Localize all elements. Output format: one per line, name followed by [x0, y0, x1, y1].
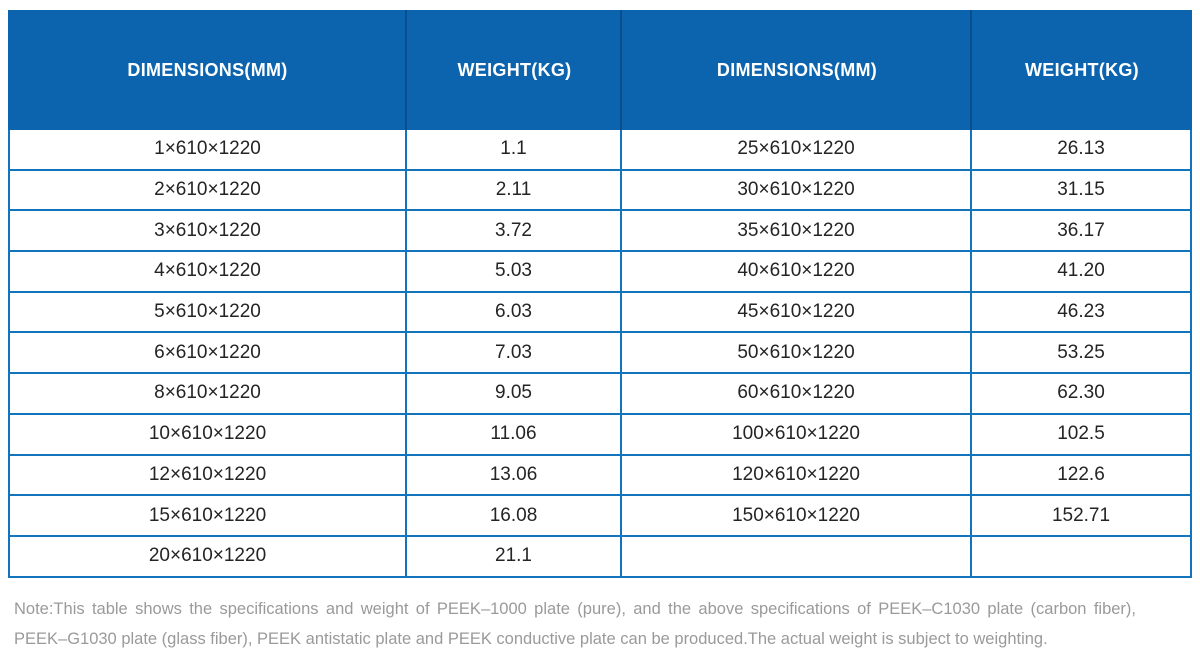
table-cell: 11.06 — [407, 414, 622, 456]
table-cell: 7.03 — [407, 333, 622, 375]
table-cell: 5×610×1220 — [10, 292, 407, 334]
table-cell — [972, 536, 1192, 578]
table-cell: 20×610×1220 — [10, 536, 407, 578]
table-cell: 102.5 — [972, 414, 1192, 456]
table-header-row: DIMENSIONS(MM) WEIGHT(KG) DIMENSIONS(MM)… — [8, 10, 1192, 130]
table-cell: 46.23 — [972, 292, 1192, 334]
table-cell: 8×610×1220 — [10, 374, 407, 415]
table-cell: 9.05 — [407, 374, 622, 415]
table-cell: 10×610×1220 — [10, 414, 407, 456]
table-row: 2×610×1220 2.11 30×610×1220 31.15 — [10, 170, 1192, 212]
table-cell: 122.6 — [972, 455, 1192, 497]
table-row: 12×610×1220 13.06 120×610×1220 122.6 — [10, 455, 1192, 497]
table-row: 8×610×1220 9.05 60×610×1220 62.30 — [10, 374, 1192, 415]
table-body: 1×610×1220 1.1 25×610×1220 26.13 2×610×1… — [8, 130, 1192, 578]
table-row: 3×610×1220 3.72 35×610×1220 36.17 — [10, 211, 1192, 253]
table-cell: 25×610×1220 — [622, 130, 972, 171]
table-cell: 21.1 — [407, 536, 622, 578]
table-cell: 36.17 — [972, 211, 1192, 253]
table-cell: 26.13 — [972, 130, 1192, 171]
table-cell: 2×610×1220 — [10, 170, 407, 212]
table-cell: 60×610×1220 — [622, 374, 972, 415]
header-cell-weight-1: WEIGHT(KG) — [405, 10, 622, 130]
table-cell: 13.06 — [407, 455, 622, 497]
table-cell: 12×610×1220 — [10, 455, 407, 497]
table-cell: 40×610×1220 — [622, 252, 972, 293]
table-row: 15×610×1220 16.08 150×610×1220 152.71 — [10, 496, 1192, 537]
table-cell: 2.11 — [407, 170, 622, 212]
table-cell: 6.03 — [407, 292, 622, 334]
header-cell-dimensions-1: DIMENSIONS(MM) — [127, 59, 288, 80]
table-cell: 35×610×1220 — [622, 211, 972, 253]
table-cell: 41.20 — [972, 252, 1192, 293]
table-cell: 16.08 — [407, 496, 622, 537]
table-row: 1×610×1220 1.1 25×610×1220 26.13 — [10, 130, 1192, 171]
table-cell — [622, 536, 972, 578]
table-row: 20×610×1220 21.1 — [10, 536, 1192, 578]
table-cell: 1×610×1220 — [10, 130, 407, 171]
table-cell: 150×610×1220 — [622, 496, 972, 537]
table-cell: 100×610×1220 — [622, 414, 972, 456]
table-row: 5×610×1220 6.03 45×610×1220 46.23 — [10, 292, 1192, 334]
table-cell: 1.1 — [407, 130, 622, 171]
table-row: 4×610×1220 5.03 40×610×1220 41.20 — [10, 252, 1192, 293]
table-cell: 30×610×1220 — [622, 170, 972, 212]
table-cell: 45×610×1220 — [622, 292, 972, 334]
header-cell-weight-2: WEIGHT(KG) — [970, 10, 1192, 130]
table-cell: 5.03 — [407, 252, 622, 293]
table-row: 10×610×1220 11.06 100×610×1220 102.5 — [10, 414, 1192, 456]
table-cell: 6×610×1220 — [10, 333, 407, 375]
note-text: Note:This table shows the specifications… — [14, 599, 1136, 648]
table-cell: 120×610×1220 — [622, 455, 972, 497]
table-row: 6×610×1220 7.03 50×610×1220 53.25 — [10, 333, 1192, 375]
table-cell: 53.25 — [972, 333, 1192, 375]
header-cell-dimensions-2: DIMENSIONS(MM) — [620, 10, 972, 130]
table-cell: 15×610×1220 — [10, 496, 407, 537]
table-cell: 4×610×1220 — [10, 252, 407, 293]
table-cell: 3.72 — [407, 211, 622, 253]
table-cell: 62.30 — [972, 374, 1192, 415]
table-cell: 31.15 — [972, 170, 1192, 212]
table-cell: 152.71 — [972, 496, 1192, 537]
table-cell: 50×610×1220 — [622, 333, 972, 375]
table-cell: 3×610×1220 — [10, 211, 407, 253]
